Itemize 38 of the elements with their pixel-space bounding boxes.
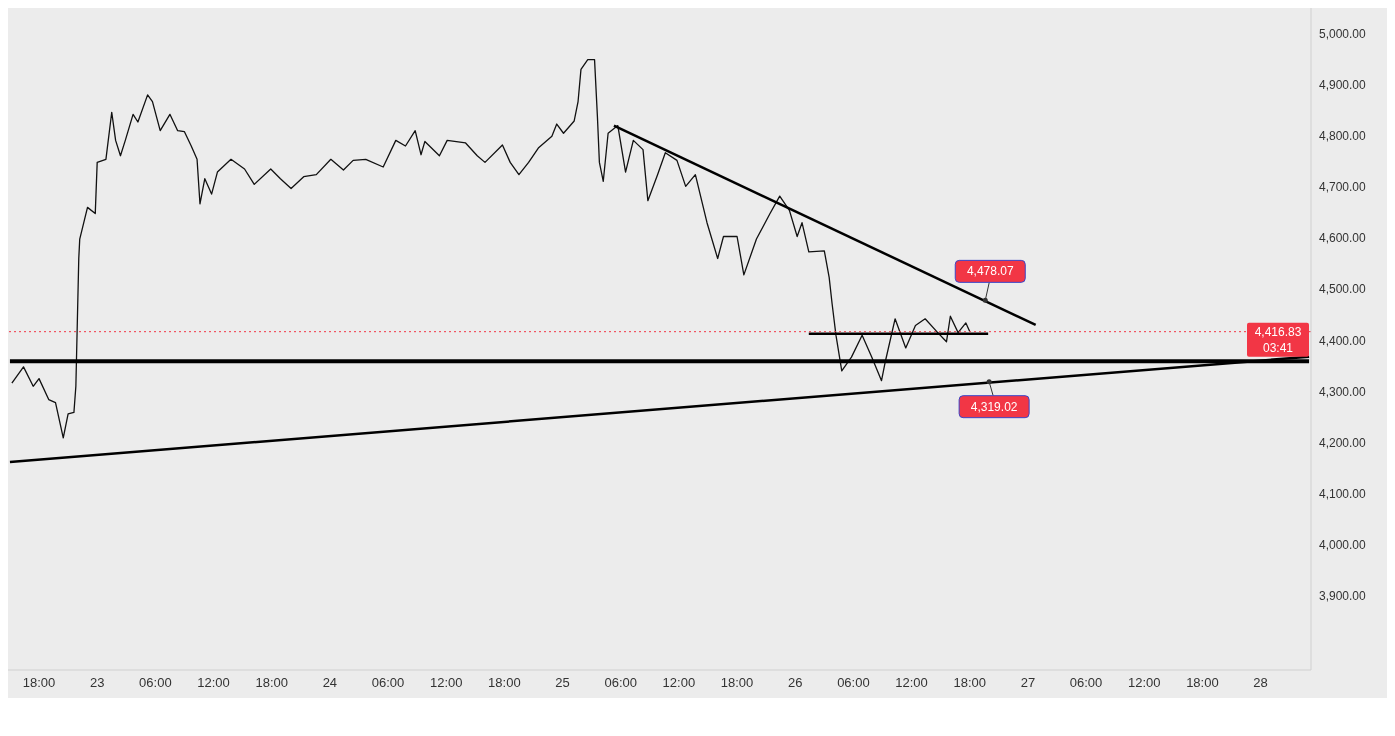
x-tick-label: 18:00 [953, 675, 987, 691]
x-tick-label: 06:00 [837, 675, 870, 691]
annotation: 03:41 [1262, 340, 1294, 355]
x-tick-label: 28 [1253, 675, 1268, 691]
x-tick-label: 12:00 [197, 675, 230, 691]
y-tick-label: 4,400.00 [1319, 333, 1367, 348]
x-tick-label: 18:00 [720, 675, 754, 691]
annotation: 4,478.07 [966, 264, 1014, 279]
x-tick-label: 24 [322, 675, 338, 691]
x-tick-label: 18:00 [488, 675, 521, 691]
y-tick-label: 4,000.00 [1319, 538, 1367, 553]
y-tick-label: 4,300.00 [1319, 384, 1367, 399]
x-tick-label: 12:00 [895, 675, 928, 691]
x-tick-label: 06:00 [604, 675, 637, 691]
y-tick-label: 4,600.00 [1319, 231, 1367, 246]
x-tick-label: 25 [555, 675, 570, 691]
annotation: 4,319.02 [970, 399, 1018, 414]
y-tick-label: 4,700.00 [1319, 180, 1367, 195]
x-tick-label: 18:00 [255, 675, 288, 691]
y-tick-label: 5,000.00 [1319, 26, 1367, 41]
x-tick-label: 18:00 [22, 675, 56, 691]
x-tick-label: 27 [1020, 675, 1036, 691]
y-tick-label: 4,100.00 [1319, 486, 1367, 501]
y-tick-label: 4,900.00 [1319, 77, 1367, 92]
x-tick-label: 12:00 [662, 675, 696, 691]
x-tick-label: 26 [787, 675, 803, 691]
x-tick-label: 12:00 [1127, 675, 1161, 691]
x-tick-label: 23 [89, 675, 105, 691]
y-tick-label: 3,900.00 [1319, 589, 1367, 604]
x-tick-label: 06:00 [371, 675, 405, 691]
ref-line-label: 4,416.83 [1254, 324, 1302, 339]
x-tick-label: 06:00 [1069, 675, 1103, 691]
x-tick-label: 06:00 [139, 675, 172, 691]
y-tick-label: 4,800.00 [1319, 129, 1367, 144]
x-tick-label: 12:00 [429, 675, 463, 691]
y-tick-label: 4,500.00 [1319, 282, 1367, 297]
y-tick-label: 4,200.00 [1319, 435, 1367, 450]
x-tick-label: 18:00 [1186, 675, 1219, 691]
